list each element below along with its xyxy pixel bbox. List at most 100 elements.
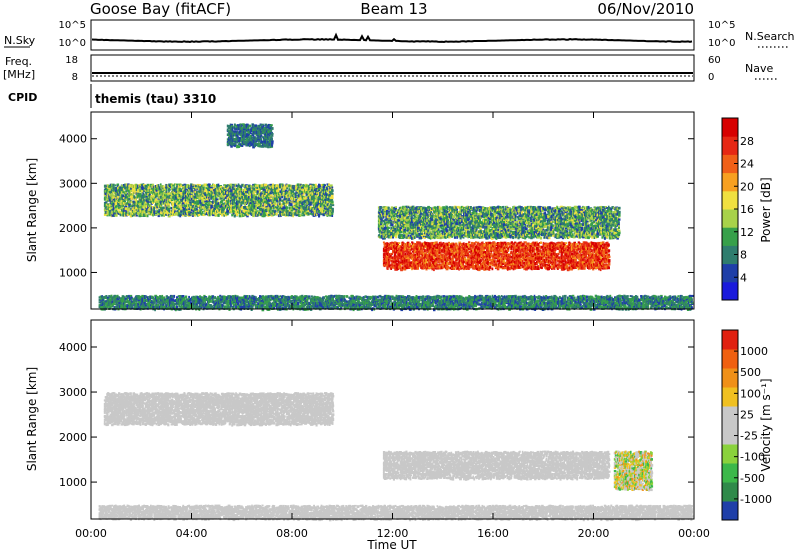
data-cell <box>190 201 193 205</box>
data-cell <box>227 201 230 205</box>
data-cell <box>325 210 328 214</box>
data-cell <box>168 190 170 193</box>
data-cell <box>239 211 242 214</box>
data-cell <box>237 198 240 201</box>
data-cell <box>301 186 304 190</box>
data-cell <box>253 183 256 187</box>
data-cell <box>387 256 389 260</box>
data-cell <box>122 184 125 187</box>
data-cell <box>115 214 118 217</box>
data-cell <box>246 123 249 126</box>
data-cell <box>221 207 224 210</box>
data-cell <box>254 141 257 145</box>
data-cell <box>202 201 205 205</box>
data-cell <box>231 134 234 137</box>
data-cell <box>121 197 124 201</box>
data-cell <box>452 260 455 264</box>
data-cell <box>128 207 130 210</box>
data-cell <box>113 210 117 213</box>
data-cell <box>109 187 112 191</box>
data-cell <box>180 211 183 214</box>
data-cell <box>275 209 277 212</box>
data-cell <box>248 202 251 205</box>
data-cell <box>293 188 296 192</box>
data-cell <box>387 267 389 270</box>
data-cell <box>239 139 242 142</box>
data-cell <box>157 199 161 203</box>
data-cell <box>257 202 260 205</box>
data-cell <box>313 196 316 199</box>
data-cell <box>246 213 250 216</box>
data-cell <box>251 197 254 201</box>
data-cell <box>180 204 183 208</box>
data-cell <box>193 193 196 197</box>
data-cell <box>230 130 233 133</box>
data-cell <box>397 257 400 261</box>
data-cell <box>189 199 192 202</box>
data-cell <box>263 203 266 206</box>
data-cell <box>264 127 266 131</box>
data-cell <box>122 211 125 214</box>
data-cell <box>462 242 465 246</box>
data-cell <box>267 131 271 134</box>
data-cell <box>104 196 107 199</box>
data-cell <box>390 241 394 244</box>
data-cell <box>141 187 144 190</box>
data-cell <box>276 196 279 200</box>
data-cell <box>331 200 334 204</box>
data-cell <box>246 206 249 209</box>
data-cell <box>246 133 248 135</box>
data-cell <box>132 204 135 207</box>
data-cell <box>283 206 286 210</box>
data-cell <box>323 184 326 187</box>
data-cell <box>219 194 222 198</box>
data-cell <box>236 124 239 126</box>
data-cell <box>319 208 322 210</box>
data-cell <box>188 187 190 190</box>
data-cell <box>210 188 214 192</box>
data-cell <box>269 211 272 215</box>
data-cell <box>286 201 289 204</box>
data-cell <box>225 213 228 217</box>
data-cell <box>285 208 288 211</box>
data-cell <box>305 188 308 190</box>
data-cell <box>174 208 176 211</box>
data-cell <box>313 184 315 186</box>
data-cell <box>230 183 233 187</box>
data-cell <box>157 212 160 216</box>
data-cell <box>316 192 319 195</box>
data-cell <box>244 200 246 203</box>
data-cell <box>252 198 255 201</box>
freq-right-tick-top: 60 <box>708 55 721 66</box>
data-cell <box>159 188 161 191</box>
data-cell <box>239 209 242 213</box>
data-cell <box>248 144 251 148</box>
data-cell <box>239 133 242 136</box>
data-cell <box>295 191 298 195</box>
data-cell <box>232 133 235 137</box>
data-cell <box>286 184 289 188</box>
data-cell <box>467 250 469 253</box>
data-cell <box>171 211 175 214</box>
data-cell <box>143 214 147 217</box>
data-cell <box>110 192 114 196</box>
data-cell <box>115 197 118 201</box>
data-cell <box>150 213 153 216</box>
data-cell <box>249 194 252 198</box>
data-cell <box>103 198 107 201</box>
noise-left-tick-top: 10^5 <box>59 20 86 31</box>
data-cell <box>129 212 133 216</box>
data-cell <box>186 211 188 214</box>
data-cell <box>172 184 175 187</box>
data-cell <box>306 198 309 202</box>
data-cell <box>285 202 288 205</box>
data-cell <box>151 187 155 190</box>
data-cell <box>321 194 324 197</box>
data-cell <box>384 264 386 267</box>
data-cell <box>257 124 261 128</box>
data-cell <box>249 201 253 205</box>
data-cell <box>160 190 163 193</box>
data-cell <box>283 208 286 212</box>
data-cell <box>213 196 216 200</box>
data-cell <box>117 195 119 199</box>
